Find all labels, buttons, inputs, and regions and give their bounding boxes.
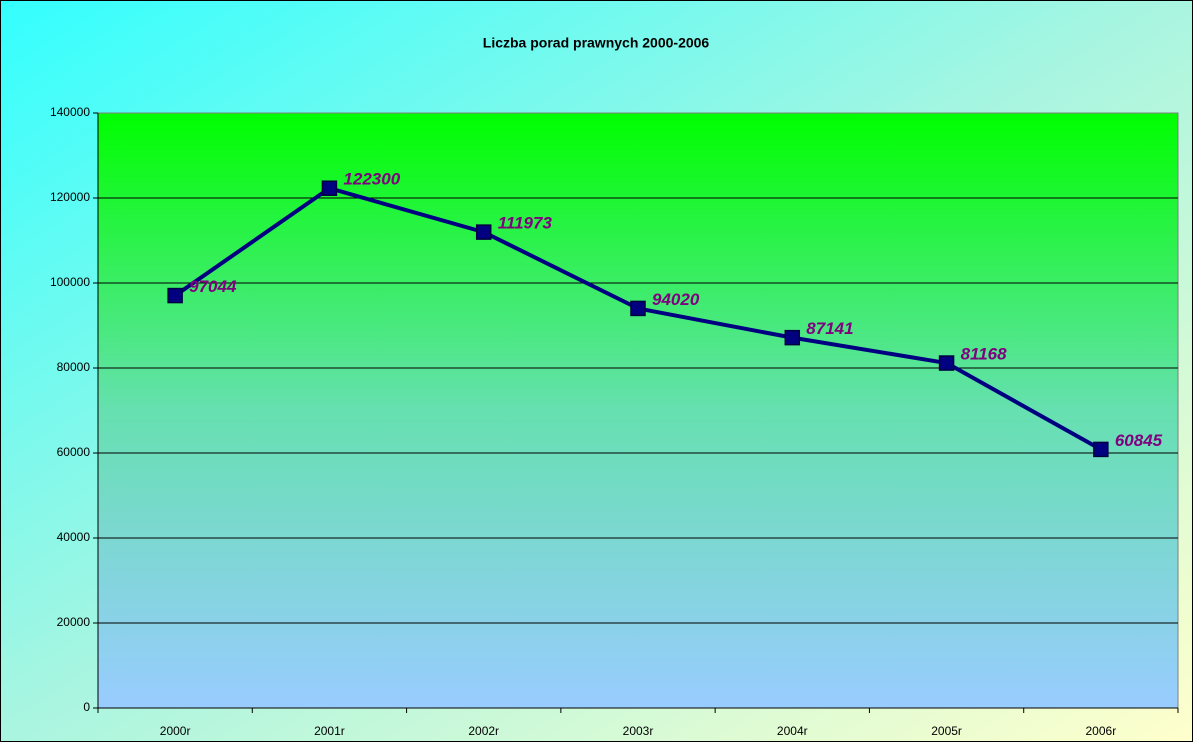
y-tick-label: 0: [83, 700, 90, 714]
x-tick-label: 2004r: [777, 724, 808, 738]
x-tick-label: 2006r: [1086, 724, 1117, 738]
data-marker: [938, 355, 955, 371]
y-tick-label: 100000: [50, 275, 90, 289]
data-label: 81168: [961, 345, 1008, 364]
data-label: 94020: [652, 290, 700, 309]
data-label: 87141: [806, 319, 853, 338]
y-tick-label: 60000: [57, 445, 91, 459]
data-marker: [784, 329, 801, 346]
x-tick-label: 2002r: [468, 724, 499, 738]
y-tick-label: 40000: [57, 530, 91, 544]
data-label: 97044: [189, 277, 237, 296]
y-tick-label: 20000: [57, 615, 91, 629]
chart-title: Liczba porad prawnych 2000-2006: [483, 35, 710, 51]
x-tick-label: 2003r: [623, 724, 654, 738]
data-marker: [475, 224, 492, 240]
x-tick-label: 2005r: [931, 724, 962, 738]
data-marker: [630, 300, 646, 317]
data-label: 122300: [343, 170, 400, 189]
x-tick-label: 2001r: [314, 724, 345, 738]
y-tick-label: 120000: [50, 190, 90, 204]
data-marker: [1093, 441, 1109, 458]
x-tick-label: 2000r: [160, 724, 191, 738]
y-tick-label: 80000: [57, 360, 91, 374]
data-marker: [167, 287, 183, 304]
plot-area: [97, 112, 1179, 709]
data-label: 111973: [498, 214, 553, 233]
data-marker: [321, 180, 338, 196]
y-tick-label: 140000: [50, 105, 90, 119]
data-label: 60845: [1115, 431, 1163, 450]
